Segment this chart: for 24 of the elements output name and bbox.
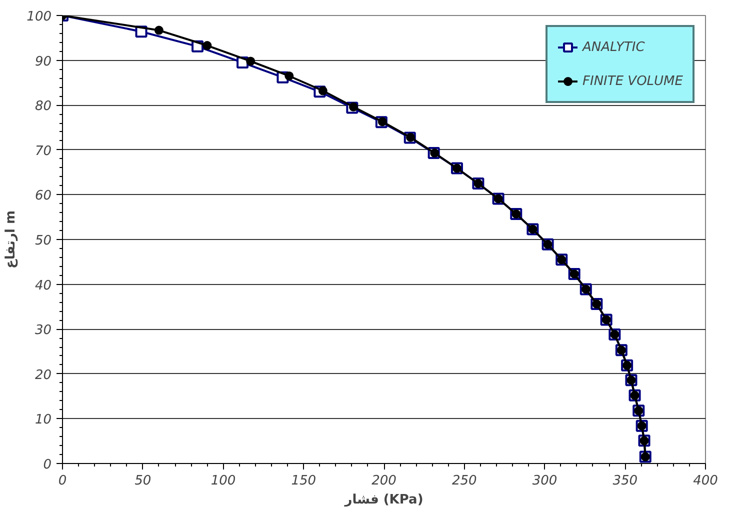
x-tick-label: 400 (693, 474, 718, 488)
y-tick-label: 40 (34, 278, 52, 294)
x-tick-label: 350 (612, 474, 638, 488)
y-tick-label: 60 (34, 188, 52, 204)
x-tick-label: 100 (210, 474, 236, 488)
y-tick-label: 10 (34, 412, 52, 428)
x-tick-label: 250 (452, 474, 477, 488)
x-tick-label: 150 (291, 474, 316, 488)
x-tick-label: 50 (134, 474, 152, 488)
y-tick-label: 0 (43, 458, 52, 472)
x-tick-label: 300 (532, 474, 558, 488)
y-tick-label: 20 (34, 368, 52, 383)
y-tick-label: 70 (34, 144, 52, 159)
legend-label: ANALYTIC (582, 40, 645, 54)
y-tick-label: 30 (34, 323, 52, 338)
x-tick-label: 200 (372, 474, 396, 488)
y-tick-label: 100 (26, 10, 52, 24)
y-tick-label: 80 (34, 99, 52, 114)
x-tick-label: 0 (58, 474, 67, 488)
x-axis-title: فشار (KPa) (344, 492, 424, 508)
y-axis-title: ارتفاع m (4, 210, 19, 269)
legend-label: FINITE VOLUME (582, 74, 683, 88)
y-tick-label: 90 (34, 54, 52, 70)
y-tick-label: 50 (34, 234, 52, 248)
